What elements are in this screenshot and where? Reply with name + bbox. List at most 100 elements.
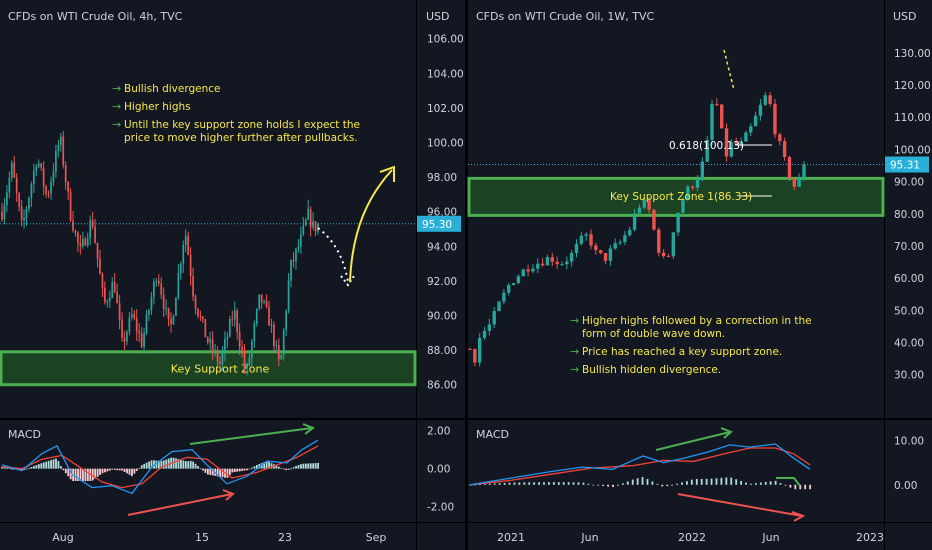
left-macd-histogram-bar	[241, 468, 244, 471]
right-candle-body	[734, 142, 738, 145]
right-macd-histogram-bar	[636, 478, 639, 485]
left-x-axis[interactable]: Aug 15 23 Sep	[52, 531, 386, 544]
right-macd-histogram-bar	[750, 483, 752, 485]
left-candle-body	[187, 235, 190, 255]
left-plot-background	[0, 0, 416, 418]
right-candle-body	[720, 104, 724, 129]
right-macd-histogram-bar	[503, 482, 506, 485]
left-macd-histogram-bar	[135, 468, 138, 471]
right-macd-histogram-bar	[794, 484, 797, 490]
left-candle-body	[304, 219, 307, 226]
left-macd-histogram-bar	[231, 468, 234, 473]
left-candle-body	[42, 167, 45, 187]
right-macd-histogram-bar	[543, 482, 545, 485]
right-candle-body	[749, 126, 753, 133]
right-y-axis[interactable]: 130.00 120.00 110.00 100.00 90.00 80.00 70.00 6…	[894, 48, 931, 382]
left-macd-histogram-bar	[297, 465, 300, 469]
left-macd-histogram-bar	[91, 468, 94, 481]
left-candle-body	[236, 310, 239, 333]
left-y-tick-label: 100.00	[427, 137, 464, 149]
right-macd-histogram-bar	[784, 484, 787, 486]
left-candle-body	[86, 238, 89, 246]
right-y-tick-label: 100.00	[894, 144, 931, 156]
right-candle-body	[690, 186, 695, 188]
right-chart-panel[interactable]: 130.00 120.00 110.00 100.00 90.00 80.00 70.00 6…	[467, 0, 932, 550]
right-candle-body	[536, 263, 540, 269]
left-candle-body	[6, 192, 8, 206]
left-candle-body	[243, 352, 246, 369]
right-candle-body	[555, 261, 559, 265]
left-macd-histogram-bar	[160, 460, 163, 469]
left-last-price-value: 95.30	[422, 219, 452, 231]
left-macd-histogram-bar	[282, 468, 285, 470]
right-candle-body	[695, 178, 700, 188]
left-macd-histogram-bar	[111, 468, 114, 470]
right-candle-body	[782, 141, 787, 158]
left-candle-body	[84, 238, 87, 246]
left-annotations: → Bullish divergence→ Higher highs→ Until t…	[112, 82, 360, 144]
left-y-tick-label: 90.00	[427, 310, 457, 322]
left-macd-histogram-bar	[302, 463, 305, 469]
left-candle-body	[81, 238, 84, 247]
left-macd-histogram-bar	[307, 463, 310, 469]
left-candle-body	[270, 324, 273, 326]
left-macd-histogram-bar	[99, 468, 101, 475]
left-y-tick-label: 88.00	[427, 345, 457, 357]
left-candle-body	[248, 357, 251, 365]
right-candle-body	[753, 115, 758, 127]
left-macd-histogram-bar	[50, 460, 52, 469]
right-macd-histogram-bar	[498, 483, 501, 485]
right-annotations: → Higher highs followed by a correction i…	[570, 314, 812, 376]
left-candle-body	[32, 170, 35, 185]
left-macd-pane[interactable]: 2.00 0.00 -2.00	[1, 426, 454, 514]
left-macd-green-arrowhead	[302, 423, 316, 435]
left-macd-histogram-bar	[145, 462, 148, 469]
left-macd-histogram-bar	[140, 465, 143, 469]
right-candle-body	[671, 232, 675, 257]
right-macd-histogram-bar	[592, 484, 595, 486]
left-y-tick-label: 102.00	[427, 103, 464, 115]
right-candle-body	[681, 199, 685, 213]
right-candle-body	[521, 269, 525, 277]
left-candle-body	[23, 217, 25, 221]
left-candle-body	[216, 350, 219, 362]
left-candle-body	[167, 307, 170, 319]
left-macd-histogram-bar	[106, 468, 109, 472]
left-annotation-line: Higher highs	[124, 101, 191, 113]
left-macd-histogram-bar	[6, 467, 8, 469]
right-candle-body	[550, 257, 554, 262]
left-x-tick-label: Sep	[366, 531, 387, 544]
left-candle-body	[214, 350, 216, 352]
right-macd-pane[interactable]: 10.00 0.00	[469, 436, 924, 492]
left-macd-histogram-bar	[133, 468, 136, 474]
left-macd-histogram-bar	[42, 462, 45, 469]
left-macd-histogram-bar	[233, 468, 236, 473]
left-macd-histogram-bar	[82, 468, 84, 481]
left-macd-histogram-bar	[150, 460, 153, 469]
left-candle-body	[177, 273, 180, 298]
left-candle-body	[317, 223, 319, 232]
left-macd-histogram-bar	[184, 461, 187, 469]
right-yellow-dashed-high	[723, 49, 735, 91]
left-y-axis[interactable]: 106.00 104.00 102.00 100.00 98.00 96.00 94.00 9…	[427, 34, 464, 392]
left-macd-histogram-bar	[278, 466, 280, 469]
left-macd-histogram-bar	[202, 468, 204, 471]
right-candle-body	[705, 139, 709, 162]
right-candle-body	[540, 263, 545, 266]
right-x-tick-label: Jun	[761, 531, 779, 544]
left-macd-histogram-bar	[28, 467, 30, 469]
left-candles	[1, 130, 319, 376]
right-candles	[468, 92, 806, 367]
left-chart-panel[interactable]: 106.00 104.00 102.00 100.00 98.00 96.00 94.00 9…	[0, 0, 465, 550]
left-macd-histogram-bar	[84, 468, 87, 481]
left-candle-body	[162, 294, 165, 309]
left-annotation-arrow-icon: →	[112, 118, 121, 131]
left-candle-body	[153, 281, 155, 298]
right-macd-histogram-bar	[725, 477, 728, 485]
left-macd-histogram-bar	[248, 468, 251, 470]
right-x-axis[interactable]: 2021 Jun 2022 Jun 2023	[497, 531, 884, 544]
right-y-tick-label: 110.00	[894, 112, 931, 124]
left-candle-body	[209, 339, 212, 343]
left-candle-body	[50, 181, 52, 194]
